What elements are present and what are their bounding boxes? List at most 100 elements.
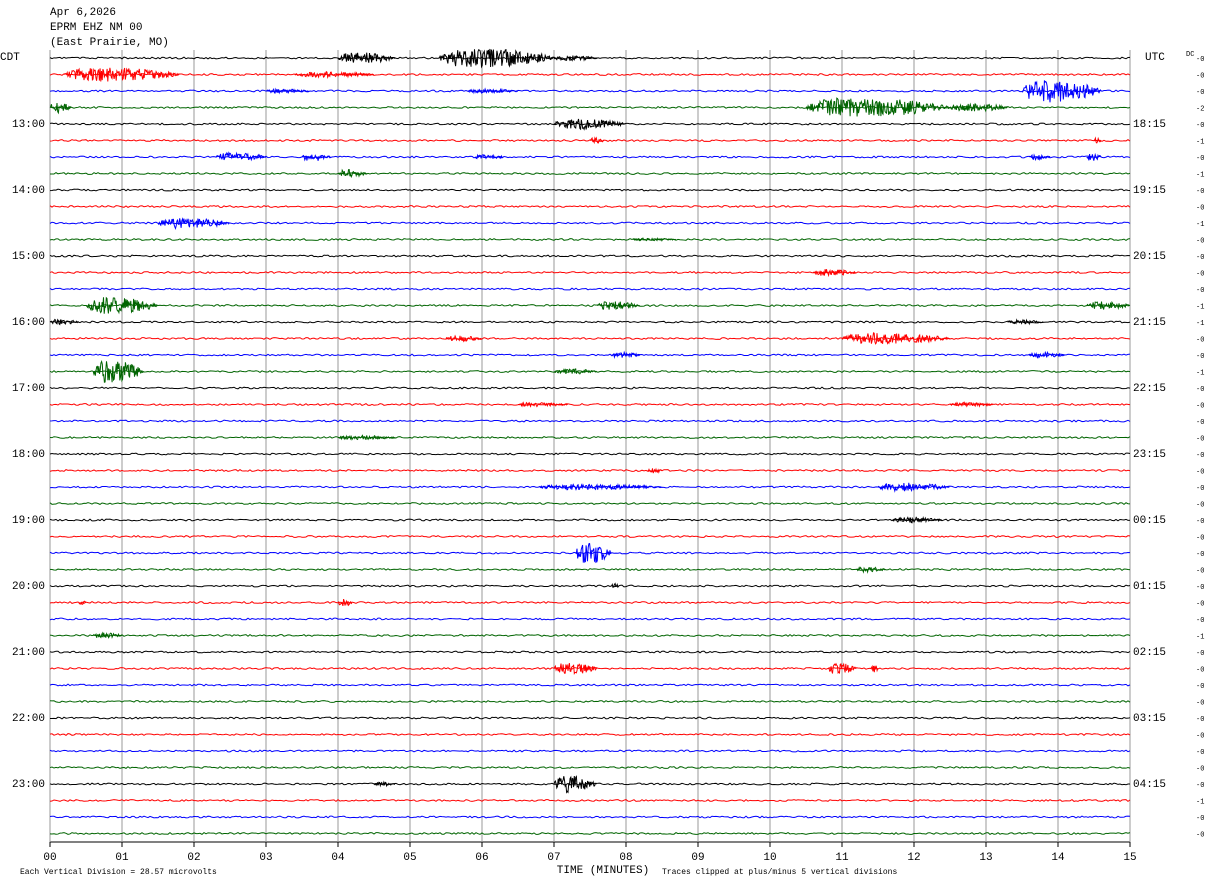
trace: [49, 221, 1131, 225]
dc-offset: -0: [1196, 237, 1204, 245]
seismic-event: [1007, 318, 1044, 326]
dc-offset: -0: [1196, 419, 1204, 427]
dc-offset: -0: [1196, 551, 1204, 559]
seismic-event: [553, 368, 597, 375]
trace: [49, 765, 1131, 770]
seismic-event: [1028, 350, 1066, 359]
seismic-event: [337, 434, 396, 441]
trace: [49, 699, 1131, 704]
trace: [49, 518, 1131, 522]
cdt-hour-label: 22:00: [12, 713, 45, 725]
trace: [49, 105, 1131, 110]
utc-hour-label: 21:15: [1133, 317, 1166, 329]
dc-offset: -0: [1196, 518, 1204, 526]
seismic-event: [611, 350, 641, 359]
dc-offset: -0: [1196, 155, 1204, 163]
right-zone: UTC: [1145, 52, 1165, 64]
trace: [49, 436, 1131, 440]
title-line: EPRM EHZ NM 00: [50, 22, 142, 34]
seismic-event: [949, 102, 1008, 113]
cdt-hour-label: 21:00: [12, 647, 45, 659]
dc-offset: -2: [1196, 105, 1204, 113]
trace: [49, 419, 1131, 423]
trace: [49, 633, 1131, 637]
x-tick-label: 08: [619, 852, 632, 864]
seismic-event: [949, 401, 993, 408]
seismic-event: [92, 631, 122, 639]
seismic-event: [49, 318, 79, 326]
cdt-hour-label: 23:00: [12, 779, 45, 791]
dc-offset: -0: [1196, 501, 1204, 509]
dc-offset: -0: [1196, 666, 1204, 674]
utc-hour-label: 23:15: [1133, 449, 1166, 461]
dc-offset: -1: [1196, 221, 1204, 229]
utc-hour-label: 04:15: [1133, 779, 1166, 791]
trace: [49, 683, 1131, 687]
dc-offset: -0: [1196, 732, 1204, 740]
dc-header: DC: [1186, 51, 1194, 59]
dc-offset: -0: [1196, 782, 1204, 790]
trace: [49, 89, 1131, 93]
seismic-event: [877, 482, 950, 493]
dc-offset: -0: [1196, 402, 1204, 410]
seismic-event: [539, 482, 662, 491]
dc-offset: -0: [1196, 617, 1204, 625]
x-tick-label: 07: [547, 852, 560, 864]
trace: [49, 303, 1131, 308]
seismic-event: [597, 301, 641, 311]
utc-hour-label: 18:15: [1133, 119, 1166, 131]
left-zone: CDT: [0, 52, 20, 64]
trace: [49, 650, 1131, 654]
dc-offset: -0: [1196, 353, 1204, 361]
seismic-event: [337, 598, 353, 607]
trace: [49, 238, 1131, 242]
cdt-hour-label: 18:00: [12, 449, 45, 461]
trace: [49, 749, 1131, 753]
seismic-event: [92, 360, 144, 383]
seismic-event: [337, 168, 367, 179]
footer-right: Traces clipped at plus/minus 5 vertical …: [662, 868, 897, 877]
dc-offset: -0: [1196, 270, 1204, 278]
trace: [49, 73, 1131, 76]
trace: [49, 122, 1131, 126]
trace: [49, 716, 1131, 720]
seismic-event: [553, 55, 597, 62]
dc-offset: -0: [1196, 699, 1204, 707]
dc-offset: -0: [1196, 831, 1204, 839]
seismic-event: [1028, 153, 1051, 162]
trace: [49, 468, 1131, 472]
dc-offset: -0: [1196, 534, 1204, 542]
trace: [49, 584, 1131, 588]
seismic-event: [157, 217, 230, 230]
x-tick-label: 09: [691, 852, 704, 864]
trace: [49, 188, 1131, 192]
seismic-event: [1093, 136, 1102, 144]
seismic-event: [841, 332, 951, 345]
seismic-event: [856, 566, 886, 574]
x-tick-label: 02: [187, 852, 200, 864]
x-tick-label: 03: [259, 852, 272, 864]
seismic-event: [633, 237, 676, 242]
utc-hour-label: 19:15: [1133, 185, 1166, 197]
dc-offset: -0: [1196, 815, 1204, 823]
trace: [49, 798, 1131, 803]
trace: [49, 56, 1131, 60]
utc-hour-label: 02:15: [1133, 647, 1166, 659]
trace: [49, 567, 1131, 572]
seismic-event: [49, 103, 72, 115]
trace: [49, 320, 1131, 324]
cdt-hour-label: 16:00: [12, 317, 45, 329]
x-tick-label: 00: [43, 852, 56, 864]
x-tick-label: 15: [1123, 852, 1136, 864]
dc-offset: -0: [1196, 584, 1204, 592]
trace: [49, 139, 1131, 142]
seismic-event: [467, 87, 519, 95]
trace: [49, 386, 1131, 390]
seismic-event: [553, 663, 598, 676]
trace: [49, 353, 1131, 357]
x-tick-label: 06: [475, 852, 488, 864]
cdt-hour-label: 17:00: [12, 383, 45, 395]
dc-offset: -0: [1196, 683, 1204, 691]
seismic-event: [892, 516, 943, 524]
